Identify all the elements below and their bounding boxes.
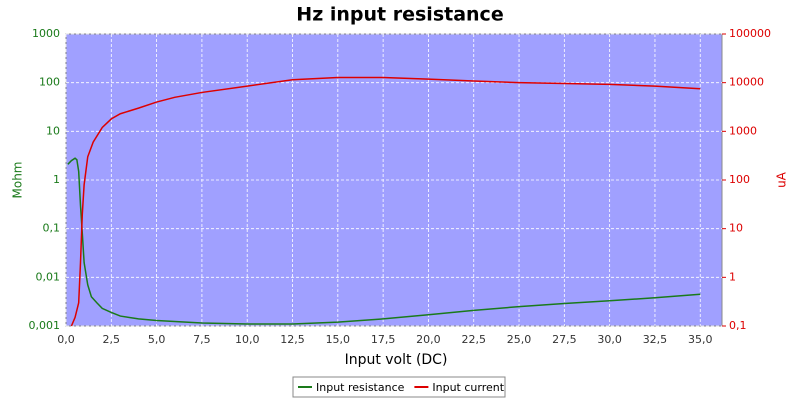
x-tick-label: 35,0 — [688, 333, 713, 346]
x-tick-label: 5,0 — [148, 333, 166, 346]
x-axis-label: Input volt (DC) — [345, 352, 448, 368]
y-tick-label: 10 — [46, 124, 60, 137]
line-series — [67, 157, 701, 325]
y-tick-label: 1000 — [32, 27, 60, 40]
y-tick-label: 0,1 — [43, 222, 61, 235]
x-tick-label: 10,0 — [235, 333, 260, 346]
y-tick-label: 0,01 — [36, 270, 61, 283]
x-tick-label: 32,5 — [643, 333, 668, 346]
x-tick-label: 2,5 — [103, 333, 121, 346]
x-tick-label: 15,0 — [326, 333, 351, 346]
y2-tick-label: 100000 — [729, 27, 771, 40]
y2-tick-label: 10 — [729, 222, 743, 235]
x-tick-label: 20,0 — [416, 333, 441, 346]
y2-tick-label: 1 — [729, 270, 736, 283]
x-tick-label: 27,5 — [552, 333, 577, 346]
x-tick-label: 7,5 — [193, 333, 211, 346]
chart-title: Hz input resistance — [296, 4, 503, 26]
y-axis-label: Mohm — [11, 162, 25, 199]
y2-tick-label: 0,1 — [729, 319, 747, 332]
legend — [292, 376, 506, 398]
x-tick-label: 17,5 — [371, 333, 396, 346]
y2-tick-label: 100 — [729, 173, 750, 186]
legend-label: Input current — [432, 381, 504, 394]
line-series — [70, 76, 701, 327]
x-tick-label: 22,5 — [461, 333, 486, 346]
y-tick-label: 1 — [53, 173, 60, 186]
y2-tick-label: 1000 — [729, 124, 757, 137]
legend-label: Input resistance — [316, 381, 405, 394]
y-tick-label: 100 — [39, 76, 60, 89]
y2-tick-label: 10000 — [729, 76, 764, 89]
x-tick-label: 12,5 — [280, 333, 305, 346]
y2-axis-label: uA — [775, 171, 789, 188]
x-tick-label: 30,0 — [597, 333, 622, 346]
x-tick-label: 0,0 — [57, 333, 75, 346]
x-tick-label: 25,0 — [507, 333, 532, 346]
y-tick-label: 0,001 — [29, 319, 61, 332]
